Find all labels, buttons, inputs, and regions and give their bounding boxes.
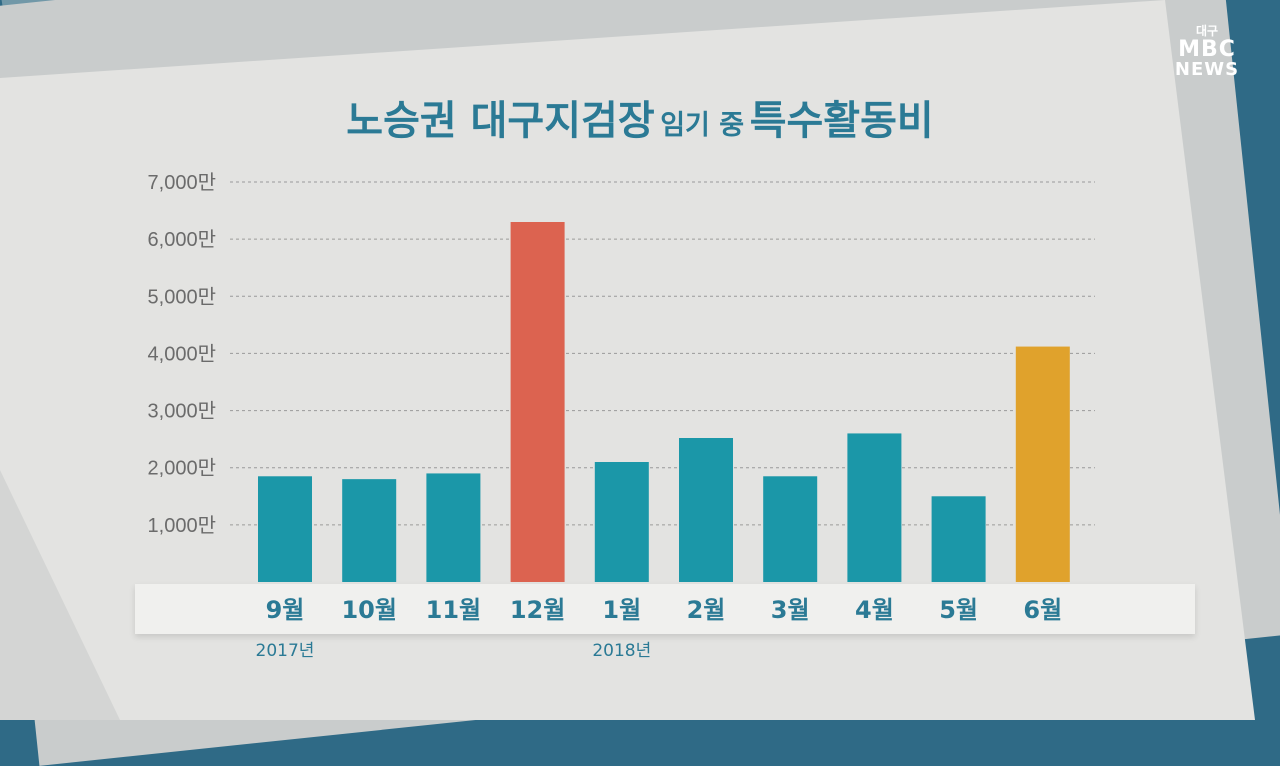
- x-tick-label: 12월: [510, 596, 565, 624]
- y-tick-label: 1,000만: [148, 514, 216, 537]
- x-tick-label: 9월: [266, 596, 305, 624]
- x-tick-label: 2월: [687, 596, 726, 624]
- title-part-1: 노승권 대구지검장: [346, 98, 655, 144]
- x-tick-label: 6월: [1023, 596, 1062, 624]
- year-label: 2018년: [592, 641, 651, 661]
- x-axis-band: [135, 584, 1195, 634]
- x-tick-label: 5월: [939, 596, 978, 624]
- x-tick-label: 11월: [426, 596, 481, 624]
- bar-6: [679, 438, 733, 582]
- bar-5: [594, 462, 649, 582]
- bar-chart: 1,000만 2,000만 3,000만 4,000만 5,000만 6,000만 7,00…: [148, 171, 1095, 661]
- y-tick-label: 6,000만: [148, 228, 216, 251]
- bar-10: [1015, 346, 1070, 582]
- logo-brand: MBC: [1178, 37, 1236, 62]
- y-tick-label: 7,000만: [148, 171, 216, 194]
- x-tick-label: 1월: [602, 596, 641, 624]
- x-tick-label: 10월: [341, 596, 396, 624]
- logo-news: NEWS: [1174, 59, 1240, 80]
- bar-3: [426, 473, 481, 582]
- logo-region: 대구: [1195, 24, 1219, 38]
- bar-4: [510, 222, 565, 582]
- y-tick-label: 3,000만: [148, 400, 216, 423]
- bar-9: [931, 496, 986, 582]
- year-label: 2017년: [256, 641, 315, 661]
- y-tick-label: 4,000만: [148, 342, 216, 365]
- chart-title: 노승권 대구지검장 임기 중 특수활동비: [0, 88, 1280, 146]
- y-tick-label: 5,000만: [148, 285, 216, 308]
- bar-2: [342, 479, 397, 582]
- y-tick-label: 2,000만: [148, 457, 216, 480]
- bar-1: [258, 476, 312, 582]
- x-tick-label: 4월: [855, 596, 894, 624]
- bar-8: [847, 433, 902, 582]
- title-part-3: 특수활동비: [749, 98, 934, 144]
- title-part-2: 임기 중: [660, 110, 745, 141]
- broadcaster-logo: 대구 MBC NEWS: [1164, 22, 1250, 79]
- bar-7: [763, 476, 818, 582]
- x-tick-label: 3월: [771, 596, 810, 624]
